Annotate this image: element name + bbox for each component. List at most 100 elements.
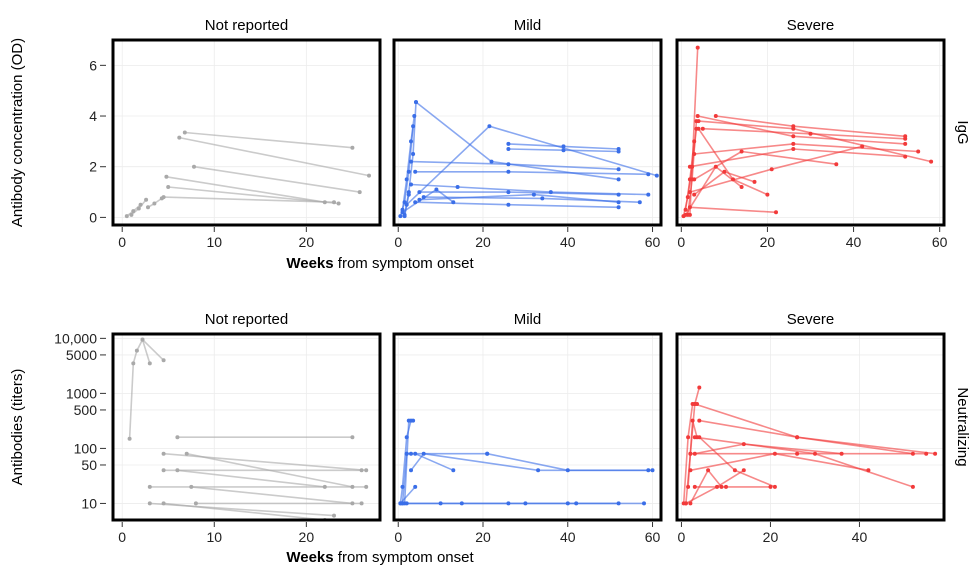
y-tick-label: 6 xyxy=(89,57,97,73)
data-point xyxy=(489,159,494,164)
series-line xyxy=(689,47,699,215)
data-point xyxy=(642,501,646,506)
data-point xyxy=(791,147,796,151)
data-point xyxy=(700,126,705,131)
data-point xyxy=(616,200,621,205)
data-point xyxy=(175,468,180,473)
panel-frame xyxy=(111,38,382,227)
data-point xyxy=(741,442,746,447)
data-point xyxy=(531,192,536,197)
data-point xyxy=(724,484,728,489)
data-point xyxy=(364,468,369,473)
data-point xyxy=(487,124,492,129)
data-point xyxy=(695,45,700,50)
data-point xyxy=(924,451,929,456)
x-tick-label: 20 xyxy=(475,529,491,545)
data-point xyxy=(350,435,355,440)
series-line xyxy=(184,131,353,149)
data-point xyxy=(506,141,511,146)
data-point xyxy=(688,451,693,456)
data-point xyxy=(646,468,651,473)
series-line xyxy=(682,128,698,217)
data-point xyxy=(616,149,621,154)
panel-title: Mild xyxy=(514,17,542,34)
data-point xyxy=(688,468,693,473)
series-line xyxy=(403,194,410,217)
plot-area xyxy=(681,385,938,506)
data-point xyxy=(166,185,171,189)
panel-severe: Severe 0 20 40 xyxy=(675,311,946,545)
data-point xyxy=(772,451,777,456)
series-line xyxy=(689,206,777,214)
data-point xyxy=(692,177,697,182)
series-line xyxy=(163,452,367,472)
data-point xyxy=(175,435,180,440)
data-point xyxy=(690,418,695,423)
x-tick-label: 60 xyxy=(645,234,661,250)
data-point xyxy=(506,190,511,195)
data-point xyxy=(413,451,418,456)
data-point xyxy=(129,212,134,217)
neutralizing-row: Antibodies (titers) Neutralizing105010050… xyxy=(9,311,971,566)
data-point xyxy=(903,154,908,159)
series-line xyxy=(163,196,335,203)
data-point xyxy=(192,164,196,169)
panel-title: Not reported xyxy=(205,311,288,328)
plot-area xyxy=(124,130,371,219)
data-point xyxy=(409,468,413,473)
data-point xyxy=(336,201,341,206)
data-point xyxy=(719,484,724,489)
data-point xyxy=(124,214,129,219)
data-point xyxy=(455,185,460,189)
igg-row: Antibody concentration (OD) IgG 0 2 4 6 Weeks … xyxy=(9,17,971,272)
data-point xyxy=(687,212,692,217)
x-tick-label: 0 xyxy=(678,529,686,545)
panel-title: Not reported xyxy=(205,17,288,34)
data-point xyxy=(692,435,697,440)
data-point xyxy=(161,451,166,456)
y-tick-label: 100 xyxy=(74,440,98,456)
data-point xyxy=(772,484,777,489)
x-tick-label: 10 xyxy=(206,234,222,250)
y-tick-label: 500 xyxy=(74,402,98,418)
data-point xyxy=(177,135,182,140)
data-point xyxy=(398,214,403,219)
panel-frame xyxy=(675,38,946,227)
plot-area xyxy=(127,337,369,520)
data-point xyxy=(451,200,456,205)
data-point xyxy=(459,501,464,506)
data-point xyxy=(413,484,418,489)
x-axis-label-bold: Weeks xyxy=(286,549,333,566)
y-tick-label: 5000 xyxy=(66,347,97,363)
data-point xyxy=(367,173,371,178)
series-line xyxy=(128,338,151,439)
data-point xyxy=(791,134,796,139)
data-point xyxy=(127,436,132,441)
data-point xyxy=(692,451,697,456)
data-point xyxy=(929,159,934,164)
data-point xyxy=(364,484,369,489)
data-point xyxy=(650,468,655,473)
data-point xyxy=(808,131,813,136)
data-point xyxy=(413,169,418,174)
y-tick-label: 2 xyxy=(89,159,97,175)
data-point xyxy=(697,418,702,423)
data-point xyxy=(692,152,697,156)
data-point xyxy=(646,172,651,177)
data-point xyxy=(140,337,145,342)
data-point xyxy=(696,119,701,124)
data-point xyxy=(136,206,141,211)
series-line xyxy=(694,436,914,488)
data-point xyxy=(164,174,169,179)
y-tick-label: 10,000 xyxy=(54,330,97,346)
panel-frame xyxy=(111,332,382,522)
data-point xyxy=(359,468,364,473)
series-line xyxy=(694,403,914,455)
panel-mild: Mild 0 20 40 60 xyxy=(392,17,663,250)
data-point xyxy=(409,159,413,164)
data-point xyxy=(834,162,839,167)
data-point xyxy=(683,212,688,217)
series-line xyxy=(399,486,416,504)
data-point xyxy=(184,451,189,456)
data-point xyxy=(565,468,570,473)
